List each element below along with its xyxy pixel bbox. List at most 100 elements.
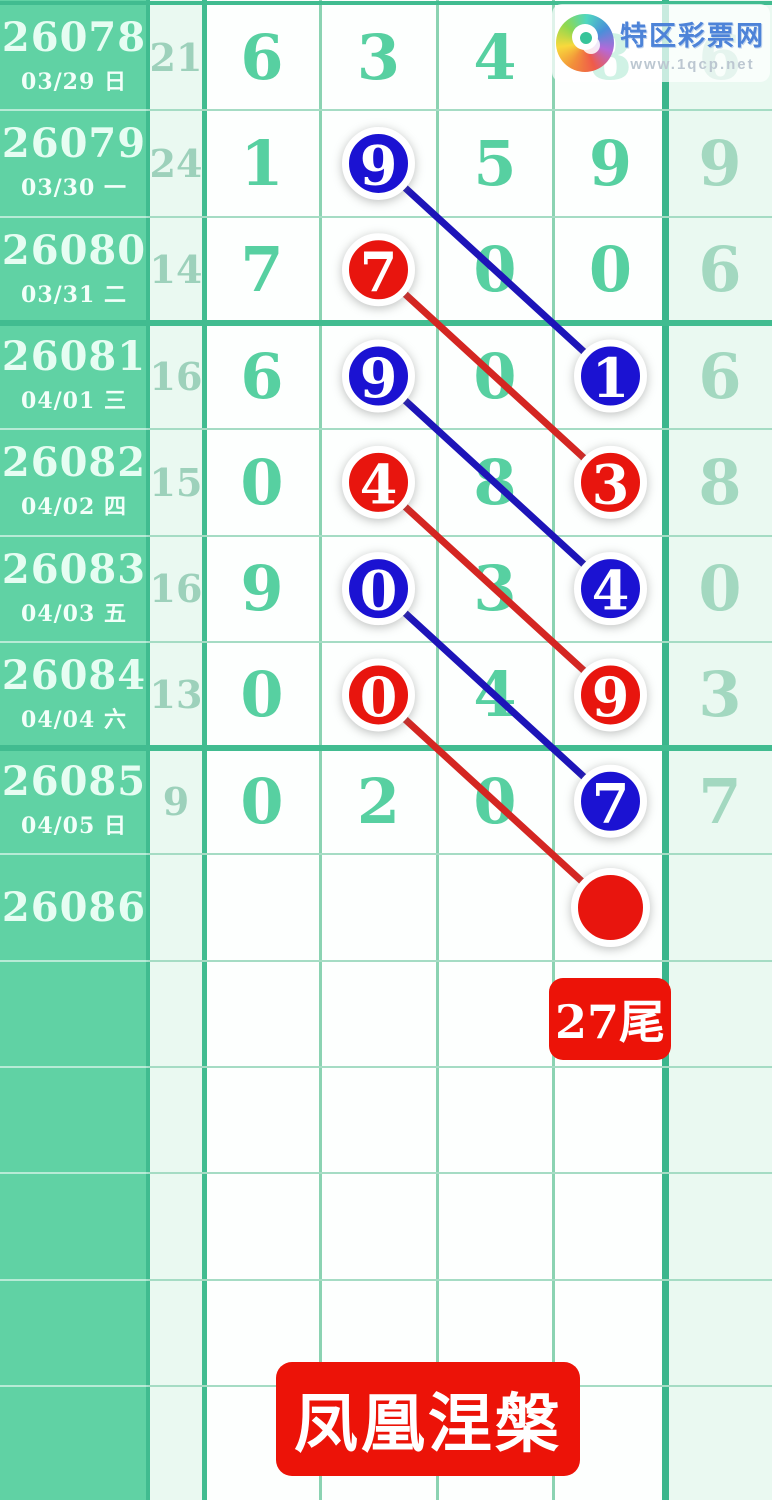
digit-value: 5 [473,126,517,200]
issue-date: 04/03 五 [21,600,127,627]
marked-number-circle: 9 [342,339,415,413]
digit-cell: 0 [204,642,320,748]
issue-cell: 26080 03/31 二 [0,217,148,323]
digit-cell: 3 [320,4,437,110]
phoenix-banner: 凤凰涅槃 [276,1362,580,1476]
issue-date: 04/02 四 [21,494,127,521]
grid-hline [148,959,772,962]
issue-cell: 26082 04/02 四 [0,429,148,535]
digit-value: 2 [356,764,401,838]
digit-cell: 6 [668,217,772,323]
marked-number-circle: 7 [342,233,415,307]
trend-line-blue [375,159,614,380]
digit-cell: 1 [204,110,320,216]
circled-digit: 9 [360,133,398,197]
marked-number-circle: 3 [574,445,647,519]
digit-value: 6 [240,339,284,413]
digit-value: 3 [356,20,401,94]
circled-digit: 7 [360,240,398,304]
issue-date: 04/05 日 [21,813,127,840]
trend-line-red [375,266,614,486]
digit-cell: 3 [668,642,772,748]
issue-cell: 26083 04/03 五 [0,536,148,642]
digit-cell: 5 [437,110,553,216]
digit-value: 6 [698,339,742,413]
grid-hline-thick [0,319,772,326]
sum-value: 16 [149,353,203,399]
marked-number-circle: 0 [342,552,415,626]
issue-date: 03/30 一 [21,175,127,202]
trend-line-blue [375,372,614,593]
digit-value: 7 [240,233,284,307]
digit-value: 6 [698,233,742,307]
issue-cell: 26079 03/30 一 [0,110,148,216]
digit-cell: 0 [204,429,320,535]
issue-cell: 26084 04/04 六 [0,642,148,748]
digit-value: 9 [240,552,284,626]
issue-number: 26085 [1,758,147,806]
digit-value: 8 [698,445,742,519]
digit-cell: 4 [437,4,553,110]
digit-value: 0 [240,764,284,838]
issue-number: 26079 [1,120,147,168]
circled-digit: 9 [360,346,398,410]
marked-number-circle: 9 [342,126,415,200]
digit-value: 9 [698,126,742,200]
sum-value: 24 [149,140,203,186]
sum-value: 14 [149,247,203,293]
grid-hline-issue-col [0,853,148,856]
digit-cell: 0 [204,748,320,854]
sum-cell: 15 [148,429,204,535]
digit-value: 0 [698,552,742,626]
trend-line-blue [375,585,614,805]
digit-cell: 0 [668,536,772,642]
grid-hline [148,853,772,856]
logo-text-block: 特区彩票网 www.1qcp.net [620,14,765,73]
issue-number: 26078 [1,14,147,62]
grid-hline [148,640,772,643]
digit-value: 1 [240,126,284,200]
grid-hline-issue-col [0,1278,148,1281]
digit-value: 0 [588,233,633,307]
marked-number-circle: 4 [574,552,647,626]
site-logo[interactable]: 特区彩票网 www.1qcp.net [552,4,770,82]
logo-swirl-icon [556,14,614,72]
digit-cell: 9 [204,536,320,642]
sum-value: 9 [162,778,190,824]
digit-cell: 9 [668,110,772,216]
issue-date: 03/29 日 [21,69,127,96]
grid-hline-issue-col [0,640,148,643]
site-name: 特区彩票网 [620,20,765,51]
issue-number: 26081 [1,333,147,381]
marked-number-circle: 9 [574,658,647,732]
trend-line-red [375,478,614,699]
digit-value: 7 [698,764,742,838]
marked-number-circle: 0 [342,658,415,732]
prediction-dot [571,868,650,948]
sum-value: 21 [149,34,203,80]
digit-value: 6 [240,20,284,94]
circled-digit: 4 [360,452,398,516]
digit-cell: 2 [320,748,437,854]
site-url-watermark: www.1qcp.net [630,55,755,73]
digit-cell: 9 [553,110,668,216]
marked-number-circle: 7 [574,764,647,838]
issue-cell: 26078 03/29 日 [0,4,148,110]
sum-cell: 14 [148,217,204,323]
sum-cell: 16 [148,536,204,642]
grid-hline-issue-col [0,959,148,962]
tail-prediction-badge: 27尾 [549,978,671,1060]
digit-cell: 6 [668,323,772,429]
grid-hline [148,215,772,218]
issue-number: 26083 [1,545,147,593]
circled-digit: 0 [360,559,398,623]
grid-hline-issue-col [0,1066,148,1068]
issue-date: 04/04 六 [21,706,127,733]
grid-hline [148,534,772,537]
grid-hline-issue-col [0,428,148,431]
grid-hline [148,1278,772,1281]
grid-hline-issue-col [0,109,148,112]
digit-cell: 7 [668,748,772,854]
circled-digit: 0 [360,665,398,729]
trend-line-red [375,691,614,912]
